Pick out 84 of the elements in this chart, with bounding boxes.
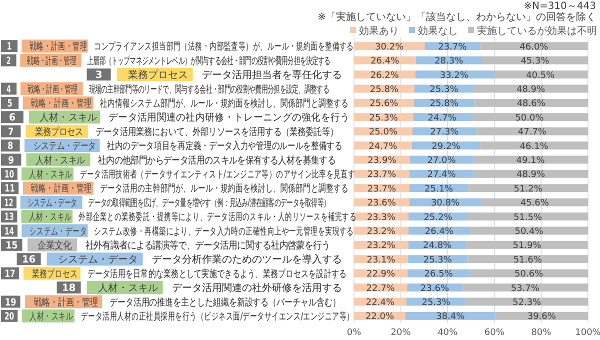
data-label: 25.3% [430,85,459,95]
data-label: 25.1% [424,184,454,194]
data-label: 24.7% [428,113,457,124]
legend-label: 効果あり [359,25,399,37]
data-label: 38.4% [436,312,466,322]
text: ※N=310～443 [524,1,596,12]
data-label: 24.8% [423,241,452,252]
data-label: 46.1% [520,142,549,152]
bar [468,184,588,192]
data-label: 26.5% [424,270,454,280]
data-label: 51.5% [513,212,542,223]
data-label: 51.9% [512,241,542,252]
bar [470,226,588,235]
text: ※「実施していない」「該当なし、わからない」の回答を除く [318,11,596,23]
data-label: 23.3% [366,212,396,223]
bar [480,142,588,150]
bar [467,255,588,264]
data-label: 23.6% [367,198,396,209]
data-label: 51.2% [514,184,543,194]
bar [466,298,588,306]
data-label: 22.7% [366,284,396,294]
data-label: 48.9% [516,170,546,180]
data-label: 23.7% [367,184,396,194]
data-label: 28.3% [434,56,464,67]
data-label: 22.0% [365,312,394,322]
data-label: 26.4% [424,227,454,237]
bar [471,113,588,122]
data-label: 48.6% [516,99,546,110]
data-label: 23.9% [368,156,397,166]
bar [467,212,588,220]
data-label: 25.2% [424,212,453,223]
data-label: 50.6% [514,270,544,280]
data-label: 23.6% [420,284,450,294]
x-tick-label: 80% [531,328,552,338]
data-label: 49.1% [516,156,546,166]
data-label: 23.7% [438,42,468,52]
data-label: 47.7% [518,128,547,138]
data-label: 22.4% [366,298,395,308]
data-label: 51.6% [513,255,542,266]
data-label: 53.7% [510,284,540,294]
data-label: 26.2% [370,70,400,81]
data-label: 25.8% [430,99,459,110]
data-label: 52.3% [512,298,542,308]
data-label: 27.0% [427,156,456,166]
data-label: 25.8% [370,85,399,95]
legend-label: 効果なし [418,25,458,37]
bar [473,156,588,164]
bar [480,42,588,50]
bar [476,127,588,136]
data-label: 23.7% [367,170,396,180]
bar [462,284,588,292]
data-label: 30.2% [375,42,404,52]
data-label: 27.4% [427,170,456,180]
data-label: 27.3% [430,128,460,138]
data-label: 23.2% [366,227,396,237]
x-tick-label: 100% [575,328,600,338]
data-label: 25.3% [369,113,398,124]
data-label: 25.3% [423,255,452,266]
data-label: 25.6% [370,99,399,110]
data-label: 46.0% [520,42,549,52]
data-label: 45.6% [520,198,550,209]
data-label: 22.9% [366,270,396,280]
x-tick-label: 60% [484,328,505,338]
legend-label: 実施しているが効果は不明 [477,25,597,37]
x-tick-label: 20% [390,328,412,338]
data-label: 39.6% [527,312,556,322]
data-label: 23.1% [366,255,396,266]
data-label: 26.4% [370,56,400,67]
bar [470,269,588,278]
data-label: 50.4% [514,227,544,237]
data-label: 25.0% [368,128,398,138]
data-label: 33.2% [440,70,469,81]
data-label: 48.9% [516,85,546,95]
data-label: 23.2% [366,241,396,252]
bar [466,240,588,249]
data-label: 40.5% [526,70,556,81]
data-label: 25.3% [422,298,451,308]
x-tick-label: 40% [438,328,458,338]
data-label: 50.0% [515,113,544,124]
data-label: 45.3% [520,56,550,67]
data-label: 24.7% [368,142,398,152]
data-label: 29.2% [432,142,461,152]
data-label: 30.8% [430,198,460,209]
x-tick-label: 0% [346,328,362,338]
